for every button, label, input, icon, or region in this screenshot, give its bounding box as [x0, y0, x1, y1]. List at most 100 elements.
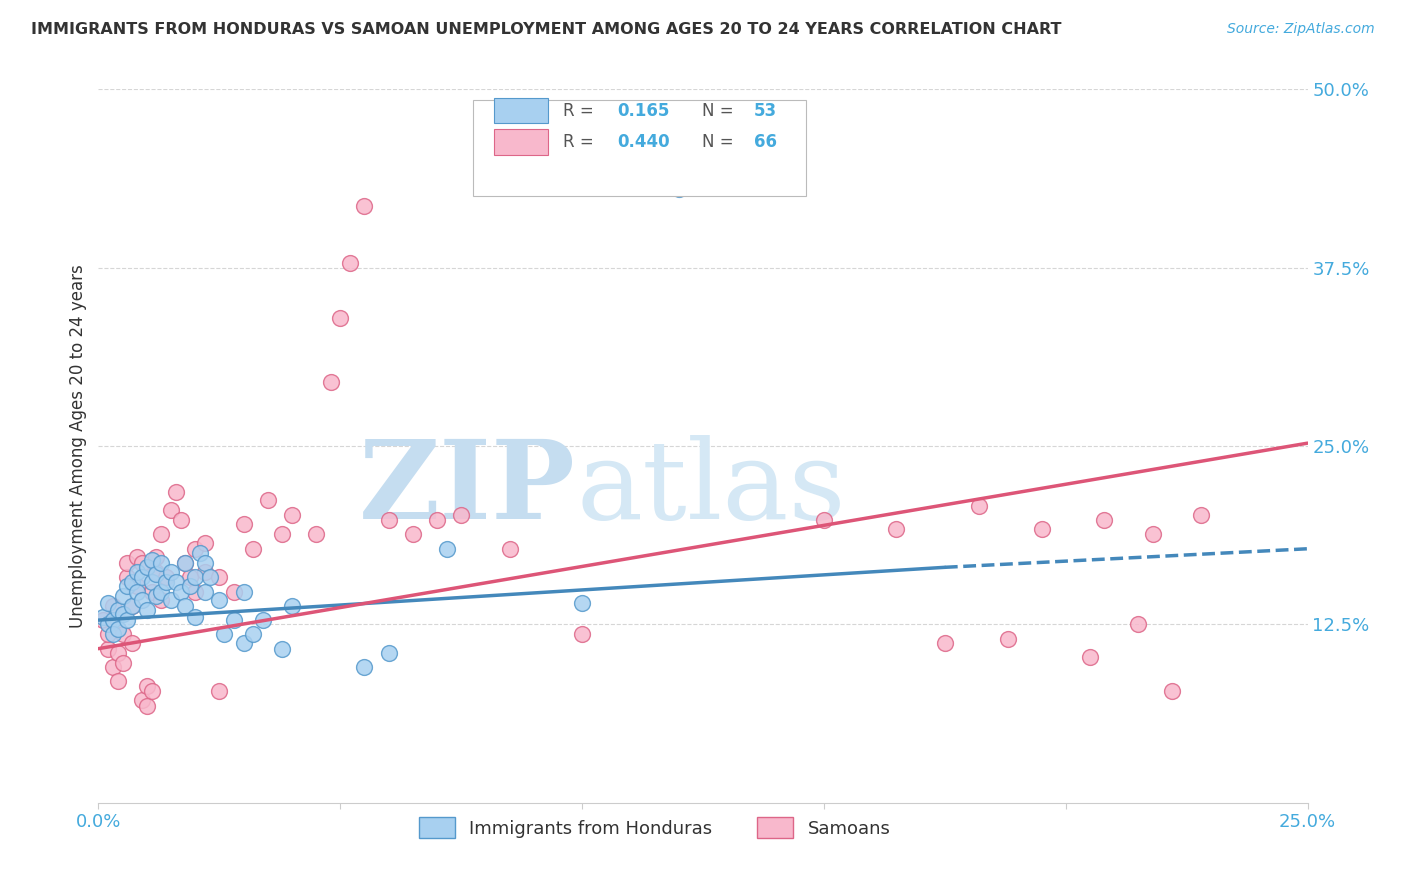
Text: 66: 66	[754, 133, 776, 151]
Text: N =: N =	[702, 133, 738, 151]
Point	[194, 536, 217, 550]
Point	[1078, 650, 1101, 665]
Point	[169, 513, 191, 527]
FancyBboxPatch shape	[474, 100, 806, 196]
Point	[271, 641, 294, 656]
Point	[107, 622, 129, 636]
Point	[127, 579, 149, 593]
Point	[339, 256, 361, 270]
Point	[145, 565, 167, 579]
Point	[252, 613, 274, 627]
Point	[281, 508, 304, 522]
Point	[127, 584, 149, 599]
Point	[131, 693, 153, 707]
Text: N =: N =	[702, 102, 738, 120]
Text: Source: ZipAtlas.com: Source: ZipAtlas.com	[1227, 22, 1375, 37]
Point	[121, 636, 143, 650]
Point	[127, 550, 149, 565]
Point	[184, 570, 207, 584]
Point	[165, 574, 187, 589]
Point	[377, 513, 399, 527]
Point	[111, 656, 134, 670]
Point	[281, 599, 304, 613]
Point	[232, 584, 254, 599]
Point	[160, 593, 183, 607]
Point	[150, 556, 173, 570]
Point	[194, 556, 217, 570]
Point	[377, 646, 399, 660]
Point	[194, 565, 217, 579]
Point	[135, 560, 157, 574]
Point	[121, 574, 143, 589]
Point	[111, 607, 134, 622]
Point	[184, 541, 207, 556]
FancyBboxPatch shape	[494, 129, 548, 155]
Point	[101, 613, 124, 627]
Point	[141, 584, 163, 599]
Point	[571, 627, 593, 641]
Point	[967, 499, 990, 513]
Point	[934, 636, 956, 650]
Point	[402, 527, 425, 541]
Point	[107, 646, 129, 660]
Point	[222, 584, 245, 599]
Point	[97, 641, 120, 656]
Point	[135, 679, 157, 693]
Point	[141, 684, 163, 698]
Point	[353, 199, 375, 213]
Point	[107, 674, 129, 689]
Point	[886, 522, 908, 536]
Point	[208, 593, 231, 607]
Point	[150, 527, 173, 541]
Point	[1189, 508, 1212, 522]
Text: atlas: atlas	[576, 435, 845, 542]
Point	[174, 556, 197, 570]
Point	[107, 603, 129, 617]
Point	[131, 570, 153, 584]
Point	[353, 660, 375, 674]
Point	[426, 513, 449, 527]
Point	[97, 627, 120, 641]
Point	[188, 546, 211, 560]
Point	[135, 603, 157, 617]
Text: R =: R =	[562, 133, 599, 151]
Point	[232, 517, 254, 532]
Point	[436, 541, 458, 556]
Point	[174, 556, 197, 570]
Point	[117, 613, 139, 627]
Point	[232, 636, 254, 650]
Point	[179, 579, 201, 593]
Point	[111, 589, 134, 603]
Point	[813, 513, 835, 527]
Text: 0.165: 0.165	[617, 102, 669, 120]
Text: IMMIGRANTS FROM HONDURAS VS SAMOAN UNEMPLOYMENT AMONG AGES 20 TO 24 YEARS CORREL: IMMIGRANTS FROM HONDURAS VS SAMOAN UNEMP…	[31, 22, 1062, 37]
Point	[117, 556, 139, 570]
Point	[329, 310, 352, 325]
Point	[174, 599, 197, 613]
Point	[194, 584, 217, 599]
Point	[242, 541, 264, 556]
Point	[212, 627, 235, 641]
Point	[160, 503, 183, 517]
Point	[117, 570, 139, 584]
Point	[150, 593, 173, 607]
Point	[101, 599, 124, 613]
Point	[91, 610, 114, 624]
Point	[145, 589, 167, 603]
Point	[1094, 513, 1116, 527]
Text: ZIP: ZIP	[360, 435, 576, 542]
Point	[141, 574, 163, 589]
Point	[97, 596, 120, 610]
Point	[571, 596, 593, 610]
Legend: Immigrants from Honduras, Samoans: Immigrants from Honduras, Samoans	[409, 808, 900, 847]
Point	[91, 613, 114, 627]
Point	[165, 484, 187, 499]
Point	[97, 617, 120, 632]
Point	[1128, 617, 1150, 632]
Point	[242, 627, 264, 641]
Point	[498, 541, 520, 556]
Text: R =: R =	[562, 102, 599, 120]
Point	[111, 627, 134, 641]
Point	[141, 553, 163, 567]
Point	[179, 570, 201, 584]
